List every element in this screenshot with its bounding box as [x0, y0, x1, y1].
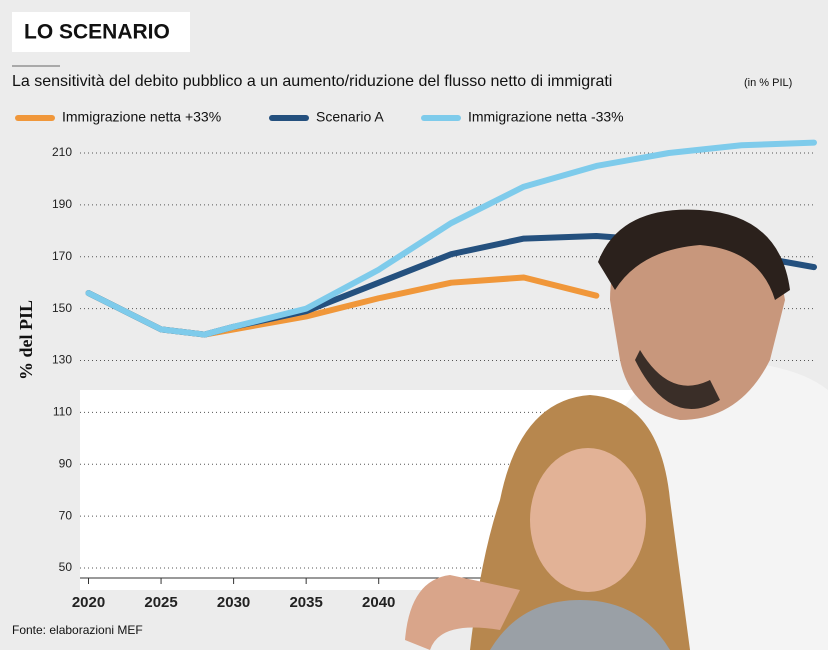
y-tick-label: 170 — [52, 249, 72, 263]
y-tick-label: 130 — [52, 353, 72, 367]
photo-man-face — [610, 212, 785, 420]
header-box — [12, 12, 190, 52]
y-tick-label: 210 — [52, 145, 72, 159]
x-tick-label: 2030 — [217, 594, 250, 611]
y-tick-label: 190 — [52, 197, 72, 211]
source: Fonte: elaborazioni MEF — [12, 623, 143, 637]
chart-title: La sensitività del debito pubblico a un … — [12, 73, 612, 90]
y-axis-label: % del PIL — [16, 300, 36, 380]
header: LO SCENARIO — [24, 21, 170, 44]
x-tick-label: 2040 — [362, 594, 395, 611]
x-tick-label: 2035 — [289, 594, 322, 611]
y-tick-label: 90 — [59, 456, 73, 470]
legend-label: Immigrazione netta -33% — [468, 109, 624, 125]
legend-label: Immigrazione netta +33% — [62, 109, 221, 125]
photo-woman-face — [530, 448, 646, 592]
photo-man-beard — [635, 350, 720, 409]
series-line — [85, 139, 817, 338]
x-tick-label: 2025 — [144, 594, 177, 611]
photo-man-hair — [598, 209, 790, 300]
x-tick-label: 2020 — [72, 594, 105, 611]
y-tick-label: 110 — [53, 405, 72, 419]
y-tick-label: 50 — [59, 560, 73, 574]
y-tick-label: 70 — [59, 508, 73, 522]
legend-label: Scenario A — [316, 109, 384, 125]
y-tick-label: 150 — [52, 301, 72, 315]
chart-title-unit: (in % PIL) — [744, 77, 792, 89]
photo-woman-top — [490, 600, 670, 650]
photo-man-arm — [405, 575, 520, 650]
